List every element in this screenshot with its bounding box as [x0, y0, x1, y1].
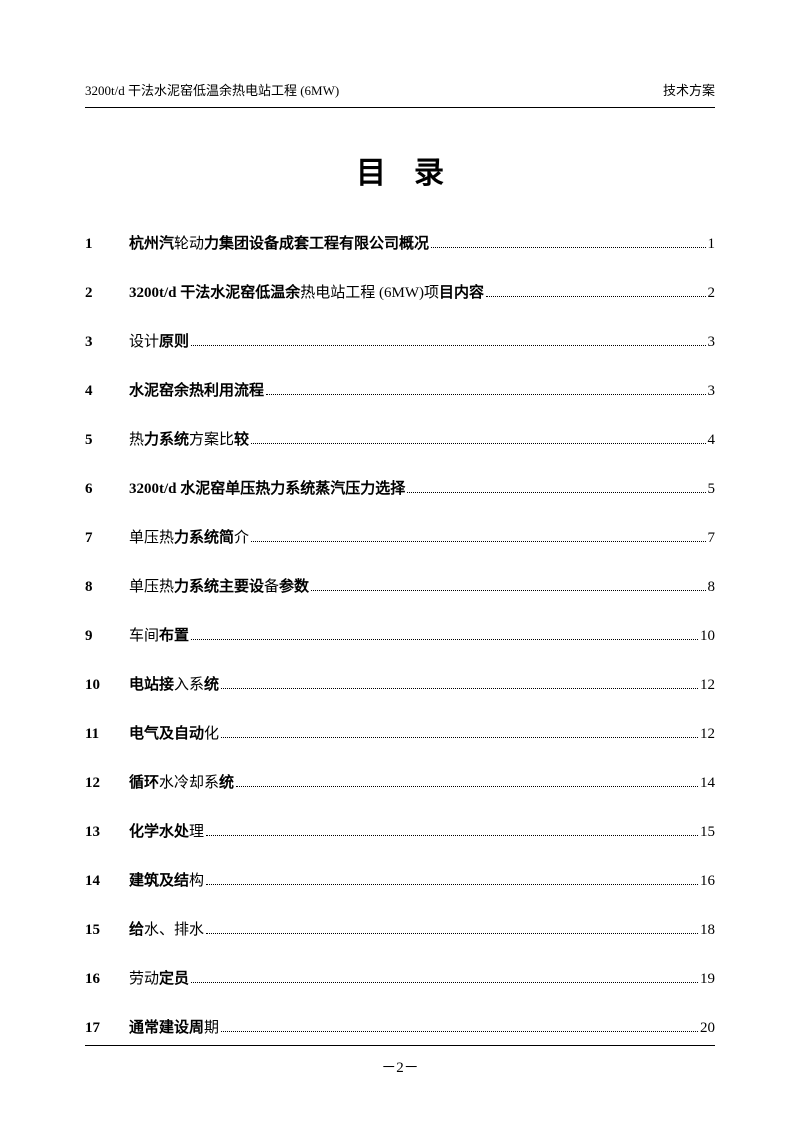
toc-text: 杭州汽轮动力集团设备成套工程有限公司概况	[129, 232, 429, 253]
toc-page: 4	[708, 432, 716, 449]
toc-page: 10	[700, 628, 715, 645]
toc-dots	[311, 590, 705, 591]
toc-text: 建筑及结构	[129, 869, 204, 890]
toc-dots	[251, 541, 705, 542]
toc-text: 设计原则	[129, 330, 189, 351]
toc-dots	[236, 786, 698, 787]
toc-dots	[221, 1031, 698, 1032]
toc-list: 1杭州汽轮动力集团设备成套工程有限公司概况123200t/d 干法水泥窑低温余热…	[85, 232, 715, 1037]
toc-page: 3	[708, 383, 716, 400]
toc-number: 16	[85, 971, 129, 988]
toc-page: 18	[700, 922, 715, 939]
toc-dots	[206, 835, 698, 836]
toc-item: 14建筑及结构 16	[85, 869, 715, 890]
toc-item: 17通常建设周期 20	[85, 1016, 715, 1037]
toc-page: 12	[700, 677, 715, 694]
toc-page: 2	[708, 285, 716, 302]
toc-number: 4	[85, 383, 129, 400]
toc-text: 热力系统方案比较	[129, 428, 249, 449]
toc-page: 7	[708, 530, 716, 547]
page-title: 目录	[85, 148, 715, 192]
toc-text: 电站接入系统	[129, 673, 219, 694]
toc-text: 3200t/d 干法水泥窑低温余热电站工程 (6MW)项目内容	[129, 281, 484, 302]
toc-dots	[191, 345, 705, 346]
footer-line	[85, 1045, 715, 1046]
toc-number: 13	[85, 824, 129, 841]
toc-text: 水泥窑余热利用流程	[129, 379, 264, 400]
toc-number: 6	[85, 481, 129, 498]
toc-item: 16劳动定员 19	[85, 967, 715, 988]
toc-number: 1	[85, 236, 129, 253]
toc-number: 11	[85, 726, 129, 743]
toc-text: 单压热力系统简介	[129, 526, 249, 547]
toc-text: 通常建设周期	[129, 1016, 219, 1037]
footer-page-number: －2－	[85, 1056, 715, 1077]
toc-page: 16	[700, 873, 715, 890]
toc-item: 3设计原则3	[85, 330, 715, 351]
toc-page: 20	[700, 1020, 715, 1037]
toc-number: 10	[85, 677, 129, 694]
toc-dots	[251, 443, 705, 444]
toc-item: 1杭州汽轮动力集团设备成套工程有限公司概况1	[85, 232, 715, 253]
toc-item: 4水泥窑余热利用流程 3	[85, 379, 715, 400]
toc-dots	[206, 884, 698, 885]
toc-page: 5	[708, 481, 716, 498]
toc-item: 9车间布置 10	[85, 624, 715, 645]
toc-text: 3200t/d 水泥窑单压热力系统蒸汽压力选择	[129, 477, 405, 498]
toc-dots	[221, 688, 698, 689]
toc-item: 12循环水冷却系统 14	[85, 771, 715, 792]
toc-dots	[191, 982, 698, 983]
toc-text: 循环水冷却系统	[129, 771, 234, 792]
header-row: 3200t/d 干法水泥窑低温余热电站工程 (6MW) 技术方案	[85, 80, 715, 99]
toc-item: 13化学水处理 15	[85, 820, 715, 841]
toc-text: 车间布置	[129, 624, 189, 645]
page-container: 3200t/d 干法水泥窑低温余热电站工程 (6MW) 技术方案 目录 1杭州汽…	[0, 0, 800, 1132]
toc-number: 7	[85, 530, 129, 547]
toc-text: 电气及自动化	[129, 722, 219, 743]
toc-item: 10电站接入系统 12	[85, 673, 715, 694]
header-right: 技术方案	[663, 80, 715, 99]
header-underline	[85, 107, 715, 108]
toc-item: 5热力系统方案比较 4	[85, 428, 715, 449]
toc-page: 14	[700, 775, 715, 792]
toc-text: 化学水处理	[129, 820, 204, 841]
toc-text: 劳动定员	[129, 967, 189, 988]
toc-item: 11电气及自动化 12	[85, 722, 715, 743]
toc-item: 23200t/d 干法水泥窑低温余热电站工程 (6MW)项目内容2	[85, 281, 715, 302]
toc-page: 1	[708, 236, 716, 253]
toc-number: 5	[85, 432, 129, 449]
toc-number: 9	[85, 628, 129, 645]
toc-item: 7单压热力系统简介7	[85, 526, 715, 547]
toc-number: 12	[85, 775, 129, 792]
toc-number: 15	[85, 922, 129, 939]
toc-dots	[431, 247, 705, 248]
toc-text: 单压热力系统主要设备参数	[129, 575, 309, 596]
toc-text: 给水、排水	[129, 918, 204, 939]
toc-dots	[486, 296, 705, 297]
toc-dots	[191, 639, 698, 640]
toc-item: 63200t/d 水泥窑单压热力系统蒸汽压力选择 5	[85, 477, 715, 498]
toc-page: 3	[708, 334, 716, 351]
header-left: 3200t/d 干法水泥窑低温余热电站工程 (6MW)	[85, 80, 339, 99]
toc-page: 19	[700, 971, 715, 988]
toc-page: 15	[700, 824, 715, 841]
toc-number: 8	[85, 579, 129, 596]
toc-dots	[266, 394, 705, 395]
toc-dots	[206, 933, 698, 934]
toc-number: 2	[85, 285, 129, 302]
toc-item: 8单压热力系统主要设备参数8	[85, 575, 715, 596]
toc-page: 8	[708, 579, 716, 596]
toc-dots	[407, 492, 705, 493]
toc-item: 15给水、排水 18	[85, 918, 715, 939]
toc-dots	[221, 737, 698, 738]
toc-page: 12	[700, 726, 715, 743]
footer: －2－	[85, 1045, 715, 1077]
toc-number: 3	[85, 334, 129, 351]
toc-number: 17	[85, 1020, 129, 1037]
toc-number: 14	[85, 873, 129, 890]
